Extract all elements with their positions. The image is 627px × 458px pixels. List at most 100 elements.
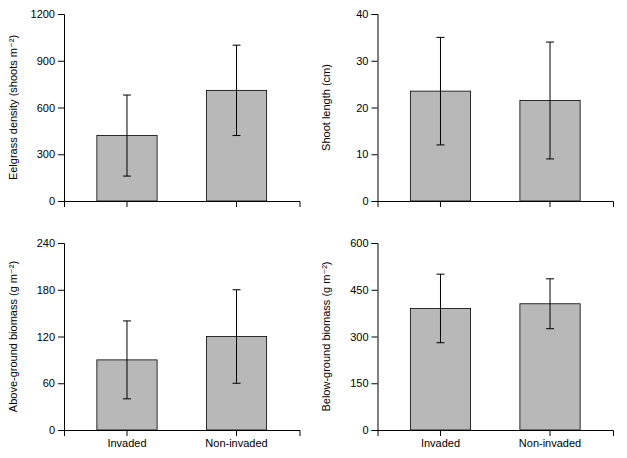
tick-mark [58, 243, 64, 244]
tick-mark [372, 383, 378, 384]
tick-mark [372, 243, 378, 244]
tick-label: 40 [356, 8, 368, 20]
axis-line [372, 15, 379, 202]
y-axis-title: Below-ground biomass (g m⁻²) [320, 261, 332, 411]
tick-mark [58, 61, 64, 62]
y-axis-title: Eelgrass density (shoots m⁻²) [7, 35, 19, 180]
axis-line [378, 431, 614, 437]
y-tick: 0 [362, 424, 377, 436]
panel: 0 300 600 900 1200 Eelgrass density (shoots m… [7, 8, 300, 207]
plot-area [410, 274, 580, 430]
error-bar [546, 42, 554, 159]
tick-mark [372, 108, 378, 109]
tick-label: 1200 [31, 8, 55, 20]
error-bar [233, 290, 241, 384]
plot-area [410, 37, 580, 201]
tick-mark [58, 154, 64, 155]
y-tick: 900 [37, 55, 64, 67]
y-tick: 180 [37, 284, 64, 296]
axis-line [372, 244, 379, 431]
tick-mark [550, 430, 551, 436]
plot-area [97, 45, 267, 201]
axis-line [58, 15, 65, 202]
tick-mark [372, 290, 378, 291]
tick-mark [372, 61, 378, 62]
y-tick: 0 [49, 195, 64, 207]
tick-mark [372, 337, 378, 338]
tick-mark [58, 337, 64, 338]
y-tick: 10 [356, 148, 377, 160]
tick-label: Non-invaded [205, 437, 267, 449]
tick-label: 900 [37, 55, 55, 67]
x-tick: Non-invaded [205, 430, 267, 449]
y-tick: 20 [356, 102, 377, 114]
y-tick: 450 [350, 284, 377, 296]
error-bar [123, 95, 131, 176]
tick-label: 20 [356, 102, 368, 114]
y-tick: 30 [356, 55, 377, 67]
y-tick: 0 [362, 195, 377, 207]
tick-mark [236, 201, 237, 207]
tick-label: 60 [43, 377, 55, 389]
tick-label: 600 [37, 102, 55, 114]
y-axis: 0 60 120 180 240 [37, 237, 65, 436]
y-tick: 120 [37, 331, 64, 343]
x-tick: Invaded [107, 430, 146, 449]
x-tick: Invaded [421, 430, 460, 449]
axis-line [65, 202, 301, 208]
x-axis [65, 201, 301, 207]
tick-label: 30 [356, 55, 368, 67]
y-tick: 1200 [31, 8, 64, 20]
y-axis-title: Above-ground biomass (g m⁻²) [7, 261, 19, 412]
tick-mark [372, 154, 378, 155]
error-bar [546, 279, 554, 329]
error-bar [436, 274, 444, 343]
tick-label: 0 [49, 195, 55, 207]
axis-line [58, 244, 65, 431]
x-tick [236, 201, 237, 207]
plot-area [97, 290, 267, 430]
tick-mark [372, 14, 378, 15]
y-tick: 300 [350, 331, 377, 343]
axis-line [65, 431, 301, 437]
y-tick: 240 [37, 237, 64, 249]
tick-label: Non-invaded [519, 437, 581, 449]
tick-mark [440, 430, 441, 436]
tick-label: Invaded [421, 437, 460, 449]
x-tick [126, 201, 127, 207]
chart-root: 03006009001200Eelgrass density (shoots m… [0, 0, 627, 458]
tick-label: Invaded [107, 437, 146, 449]
tick-mark [58, 383, 64, 384]
tick-label: 120 [37, 331, 55, 343]
tick-mark [58, 201, 64, 202]
tick-mark [372, 430, 378, 431]
tick-label: 300 [37, 148, 55, 160]
tick-label: 450 [350, 284, 368, 296]
x-axis: Invaded Non-invaded [378, 430, 614, 449]
y-tick: 600 [37, 102, 64, 114]
y-axis: 0 300 600 900 1200 [31, 8, 65, 207]
y-tick: 60 [43, 377, 64, 389]
tick-label: 150 [350, 377, 368, 389]
tick-label: 300 [350, 331, 368, 343]
y-tick: 40 [356, 8, 377, 20]
tick-label: 10 [356, 148, 368, 160]
tick-label: 0 [49, 424, 55, 436]
panel: 0 60 120 180 240 Invaded Non-invaded Above-grou… [7, 237, 300, 449]
tick-mark [58, 430, 64, 431]
tick-mark [58, 108, 64, 109]
error-bar [123, 321, 131, 399]
y-tick: 600 [350, 237, 377, 249]
axis-line [378, 202, 614, 208]
tick-mark [58, 14, 64, 15]
tick-label: 0 [362, 424, 368, 436]
panel: 010203040Shoot length (cm) [320, 8, 613, 207]
panel: 0 150 300 450 600 Invaded Non-invaded Below-gro… [320, 237, 613, 449]
tick-label: 180 [37, 284, 55, 296]
x-tick [550, 201, 551, 207]
x-tick [440, 201, 441, 207]
y-axis: 0 150 300 450 600 [350, 237, 378, 436]
tick-label: 240 [37, 237, 55, 249]
tick-mark [440, 201, 441, 207]
y-axis: 0 10 20 30 40 [356, 8, 378, 207]
